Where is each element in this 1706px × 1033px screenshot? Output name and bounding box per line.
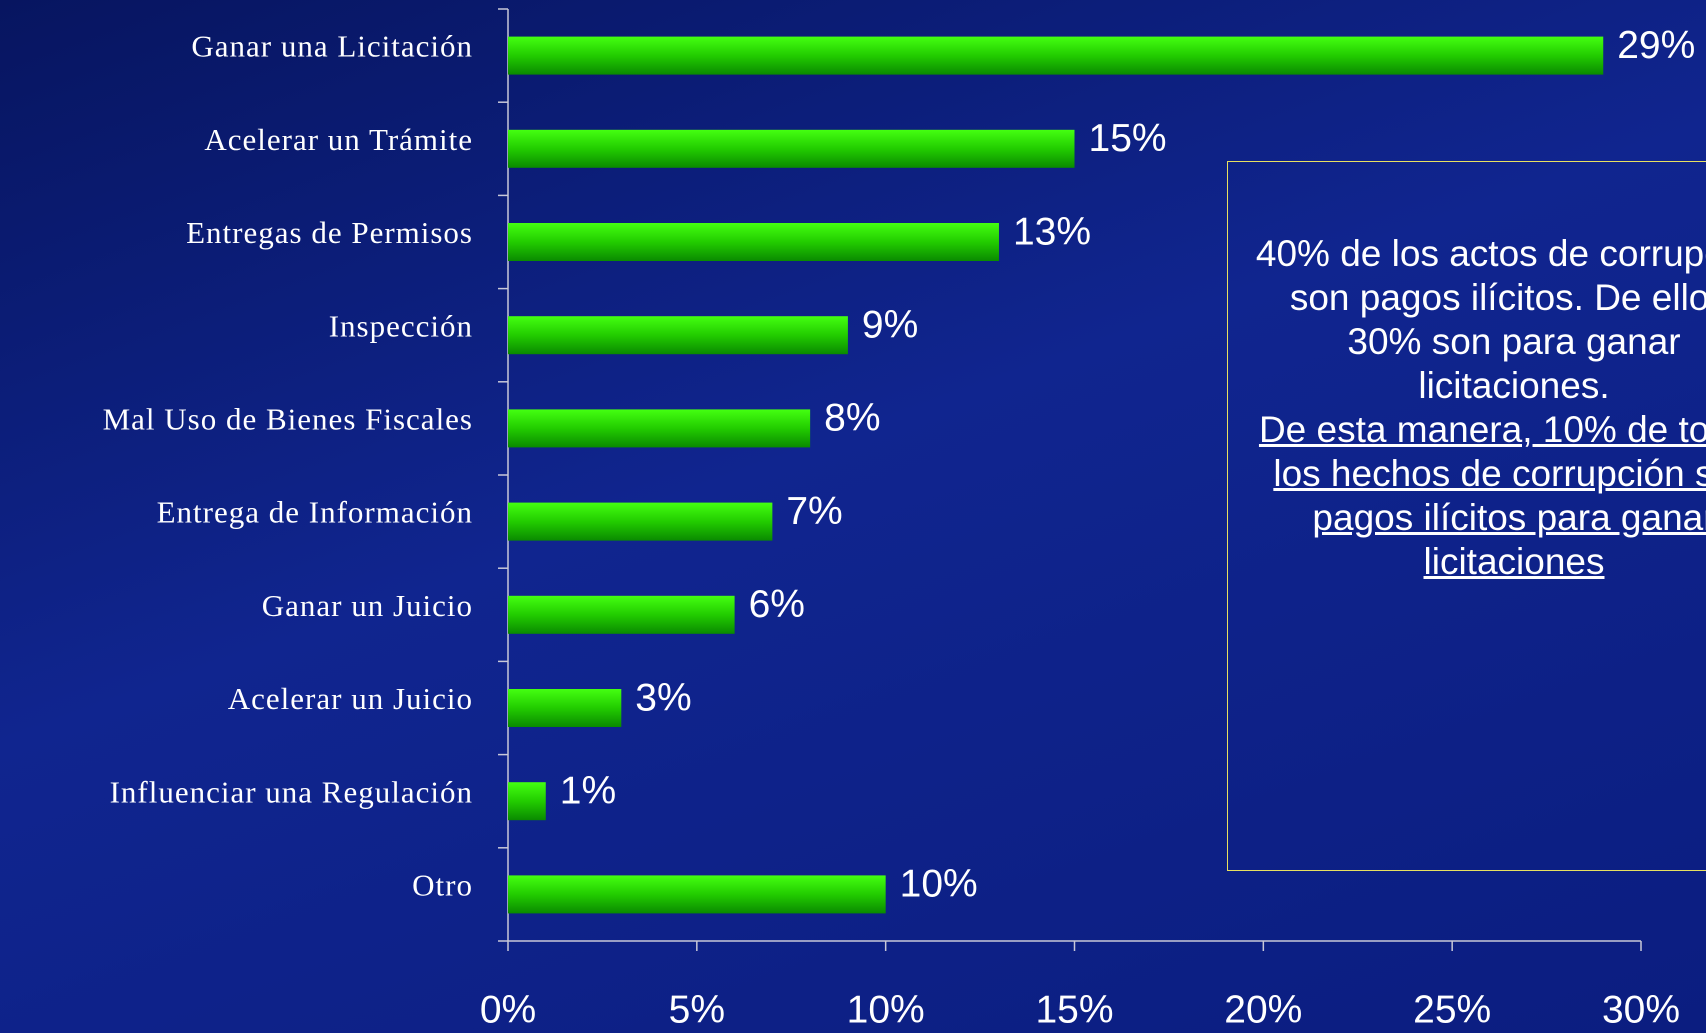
value-label: 15% <box>1089 117 1167 160</box>
bar <box>508 223 999 261</box>
bar <box>508 409 811 448</box>
x-tick-label: 10% <box>847 988 925 1031</box>
bar <box>508 595 735 634</box>
bar <box>508 129 1075 168</box>
bar <box>508 782 546 821</box>
x-tick-label: 0% <box>480 988 536 1031</box>
category-label: Entrega de Información <box>157 495 473 530</box>
value-label: 9% <box>862 303 918 346</box>
value-label: 8% <box>824 397 880 440</box>
bar <box>508 875 886 914</box>
annotation-text: 40% de los actos de corrupción son pagos… <box>1255 233 1706 406</box>
category-label: Inspección <box>329 308 473 343</box>
category-label: Influenciar una Regulación <box>110 774 473 809</box>
category-label: Acelerar un Juicio <box>228 681 473 716</box>
x-tick-label: 25% <box>1413 988 1491 1031</box>
category-label: Ganar un Juicio <box>262 588 473 623</box>
category-label: Mal Uso de Bienes Fiscales <box>103 402 473 437</box>
x-tick-label: 20% <box>1224 988 1302 1031</box>
value-label: 3% <box>635 676 691 719</box>
value-label: 10% <box>900 863 978 906</box>
bar <box>508 502 773 541</box>
category-label: Ganar una Licitación <box>191 29 473 64</box>
category-label: Otro <box>412 868 473 903</box>
value-label: 29% <box>1617 24 1695 67</box>
x-tick-label: 30% <box>1602 988 1680 1031</box>
value-label: 7% <box>786 490 842 533</box>
value-label: 13% <box>1013 210 1091 253</box>
bar <box>508 36 1604 75</box>
category-label: Entregas de Permisos <box>186 215 473 250</box>
value-label: 1% <box>560 769 616 812</box>
annotation-highlight: De esta manera, 10% de todos los hechos … <box>1258 409 1706 582</box>
bar <box>508 689 622 727</box>
value-label: 6% <box>749 583 805 626</box>
annotation-box: 40% de los actos de corrupción son pagos… <box>1227 161 1706 871</box>
x-tick-label: 5% <box>669 988 725 1031</box>
bar <box>508 316 848 355</box>
category-label: Acelerar un Trámite <box>204 122 473 157</box>
x-tick-label: 15% <box>1035 988 1113 1031</box>
